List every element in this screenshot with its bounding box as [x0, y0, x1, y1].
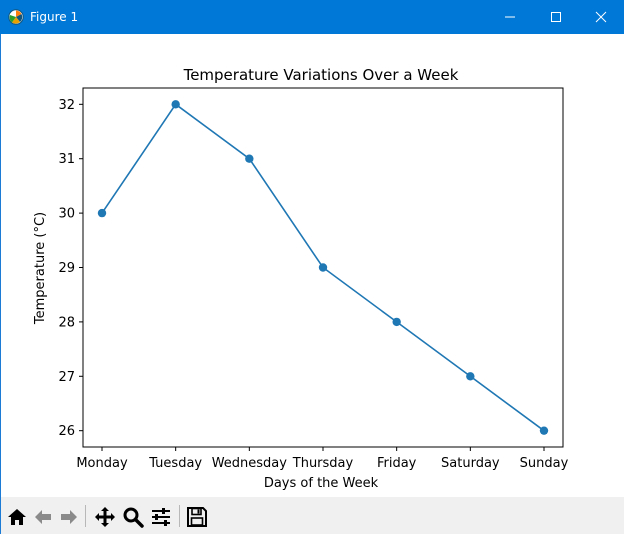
data-point-saturday [466, 372, 475, 381]
x-axis-label: Days of the Week [264, 476, 379, 491]
configure-subplots-icon [152, 508, 170, 526]
x-tick-label: Friday [377, 456, 417, 471]
pan-icon [95, 507, 115, 527]
data-point-sunday [539, 426, 549, 435]
x-tick-label: Monday [76, 456, 128, 471]
y-tick-label: 32 [58, 98, 75, 113]
y-tick-label: 28 [58, 315, 75, 330]
data-point-thursday [318, 263, 328, 272]
matplotlib-logo-icon [8, 9, 24, 25]
line-chart: Temperature Variations Over a Week Days … [33, 66, 569, 491]
data-point-wednesday [245, 154, 254, 163]
navigation-toolbar [1, 497, 624, 534]
maximize-icon [551, 12, 561, 22]
zoom-button[interactable] [121, 505, 145, 529]
minimize-button[interactable] [487, 0, 533, 34]
y-tick-label: 26 [58, 424, 75, 439]
x-tick-label: Tuesday [148, 456, 202, 471]
y-tick-label: 31 [58, 152, 75, 167]
save-icon [187, 507, 207, 527]
y-axis-ticks: 26 27 28 29 30 31 32 [58, 98, 83, 439]
series-temperature [97, 100, 549, 435]
forward-button[interactable] [57, 505, 81, 529]
window-title: Figure 1 [30, 10, 79, 24]
maximize-button[interactable] [533, 0, 579, 34]
home-button[interactable] [5, 505, 29, 529]
x-tick-label: Thursday [292, 456, 354, 471]
data-point-monday [97, 208, 107, 218]
x-tick-label: Saturday [441, 456, 500, 471]
close-icon [595, 11, 607, 23]
pan-button[interactable] [93, 505, 117, 529]
y-axis-label: Temperature (°C) [33, 212, 48, 325]
save-button[interactable] [185, 505, 209, 529]
chart-title: Temperature Variations Over a Week [183, 66, 459, 84]
zoom-icon [123, 507, 144, 528]
minimize-icon [505, 16, 515, 18]
back-arrow-icon [35, 510, 51, 524]
toolbar-separator [85, 505, 86, 527]
forward-arrow-icon [61, 510, 77, 524]
title-bar[interactable]: Figure 1 [0, 0, 624, 34]
back-button[interactable] [31, 505, 55, 529]
x-axis-ticks: Monday Tuesday Wednesday Thursday Friday Satu… [76, 447, 569, 471]
window-border [0, 34, 1, 534]
y-tick-label: 30 [58, 207, 75, 222]
data-point-friday [392, 317, 401, 327]
home-icon [8, 509, 26, 525]
toolbar-separator [179, 505, 180, 527]
y-tick-label: 29 [58, 261, 75, 276]
data-point-tuesday [171, 100, 180, 109]
plot-area-frame [82, 87, 564, 448]
x-tick-label: Wednesday [212, 456, 288, 471]
y-tick-label: 27 [58, 370, 75, 385]
figure-canvas[interactable]: Temperature Variations Over a Week Days … [1, 34, 624, 497]
configure-subplots-button[interactable] [149, 505, 173, 529]
x-tick-label: Sunday [520, 456, 569, 471]
close-button[interactable] [578, 0, 624, 34]
